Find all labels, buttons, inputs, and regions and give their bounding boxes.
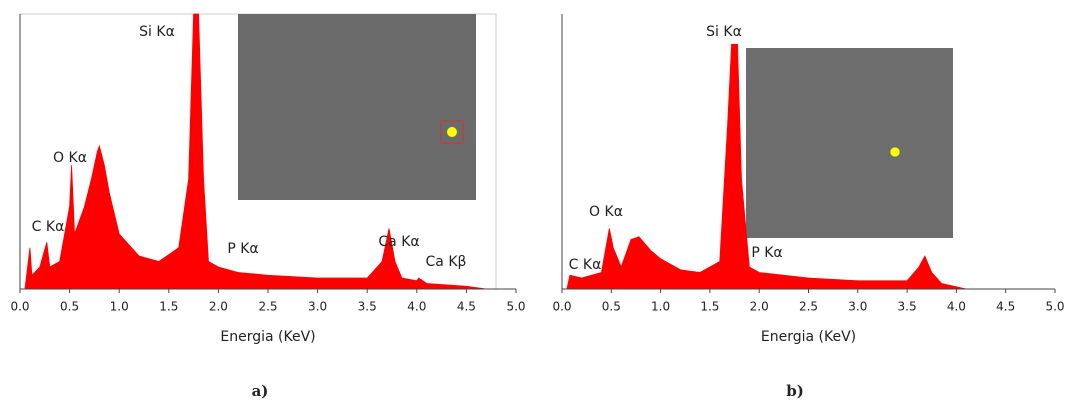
x-tick-label: 3.5 bbox=[358, 300, 377, 314]
x-tick-label: 5.0 bbox=[1045, 300, 1064, 314]
inset-spot bbox=[447, 127, 457, 137]
x-tick-label: 4.0 bbox=[947, 300, 966, 314]
page: {"chart_data": [ {"type": "area", "capti… bbox=[0, 0, 1069, 407]
x-tick-label: 4.5 bbox=[457, 300, 476, 314]
x-tick-label: 1.0 bbox=[651, 300, 670, 314]
x-tick-label: 0.5 bbox=[60, 300, 79, 314]
caption: b) bbox=[786, 382, 804, 400]
x-tick-label: 4.5 bbox=[996, 300, 1015, 314]
x-axis-label: Energia (KeV) bbox=[761, 329, 856, 345]
x-tick-label: 2.5 bbox=[258, 300, 277, 314]
x-tick-label: 2.0 bbox=[750, 300, 769, 314]
x-tick-label: 0.0 bbox=[10, 300, 29, 314]
x-axis-label: Energia (KeV) bbox=[220, 329, 315, 345]
peak-label: P Kα bbox=[227, 241, 258, 257]
x-tick-label: 2.0 bbox=[209, 300, 228, 314]
x-tick-label: 1.5 bbox=[700, 300, 719, 314]
x-tick-label: 4.0 bbox=[407, 300, 426, 314]
x-tick-label: 3.5 bbox=[898, 300, 917, 314]
peak-label: P Kα bbox=[751, 245, 782, 261]
x-tick-label: 3.0 bbox=[308, 300, 327, 314]
caption: a) bbox=[252, 382, 269, 400]
peak-label: Ca Kβ bbox=[426, 254, 467, 270]
sem-inset bbox=[746, 48, 953, 238]
inset-spot bbox=[890, 147, 900, 157]
peak-label: O Kα bbox=[589, 204, 623, 220]
peak-label: C Kα bbox=[569, 257, 602, 273]
x-tick-label: 1.0 bbox=[110, 300, 129, 314]
peak-label: Si Kα bbox=[706, 24, 742, 40]
x-tick-label: 0.5 bbox=[602, 300, 621, 314]
peak-label: Ca Kα bbox=[378, 234, 419, 250]
peak-label: Si Kα bbox=[139, 24, 175, 40]
x-tick-label: 2.5 bbox=[799, 300, 818, 314]
x-tick-label: 0.0 bbox=[552, 300, 571, 314]
x-tick-label: 1.5 bbox=[159, 300, 178, 314]
sem-inset bbox=[238, 14, 476, 200]
figure: 0.0 0.5 1.0 1.5 2.0 2.5 3.0 3.5 4.0 4.5 5.0 Energia… bbox=[0, 0, 1069, 407]
x-tick-label: 5.0 bbox=[506, 300, 525, 314]
x-tick-label: 3.0 bbox=[848, 300, 867, 314]
peak-label: O Kα bbox=[53, 150, 87, 166]
peak-label: C Kα bbox=[32, 219, 65, 235]
